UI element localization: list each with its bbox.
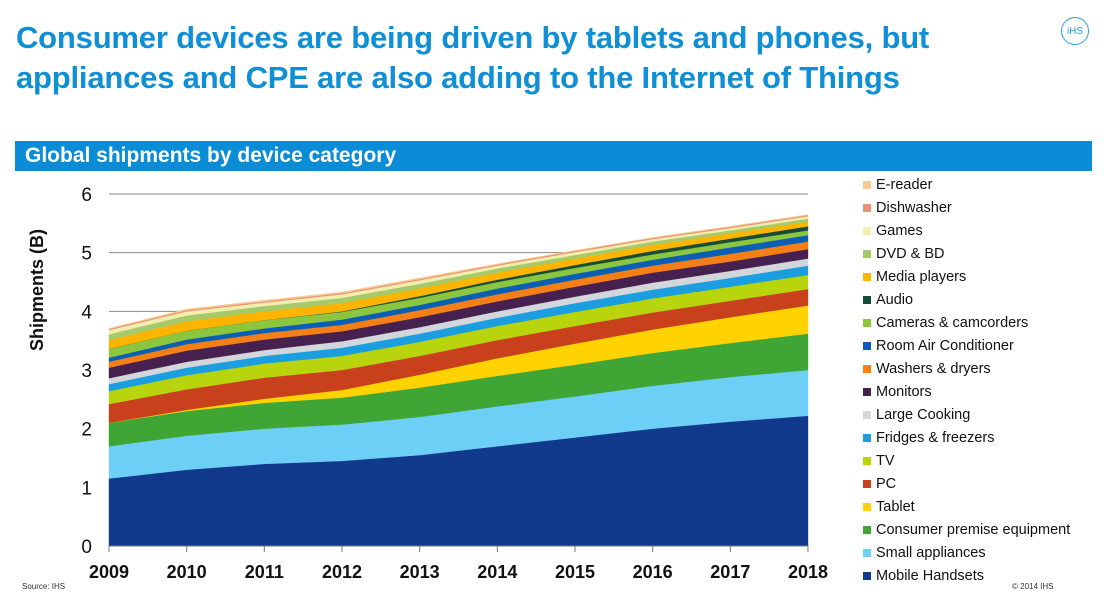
legend-label: Dishwasher xyxy=(876,199,952,216)
legend-swatch-icon xyxy=(863,203,871,212)
legend-label: Large Cooking xyxy=(876,406,971,423)
legend-swatch-icon xyxy=(863,410,871,419)
legend-item: Dishwasher xyxy=(863,196,1070,219)
legend-swatch-icon xyxy=(863,456,871,465)
x-tick-label: 2018 xyxy=(788,562,828,582)
x-tick-label: 2009 xyxy=(89,562,129,582)
source-note: Source: IHS xyxy=(22,582,66,591)
y-tick-label: 0 xyxy=(81,537,92,558)
legend-label: PC xyxy=(876,475,897,492)
legend-label: E-reader xyxy=(876,176,933,193)
x-tick-label: 2012 xyxy=(322,562,362,582)
legend-swatch-icon xyxy=(863,341,871,350)
legend-item: Mobile Handsets xyxy=(863,564,1070,587)
x-tick-label: 2010 xyxy=(167,562,207,582)
stacked-area-chart: 0 1 2 3 4 5 6 2009 2010 2011 2012 2013 2014 2015 2016 2… xyxy=(27,185,828,582)
legend-swatch-icon xyxy=(863,295,871,304)
y-tick-label: 3 xyxy=(81,361,92,382)
legend-swatch-icon xyxy=(863,525,871,534)
legend-swatch-icon xyxy=(863,571,871,580)
legend-label: Audio xyxy=(876,291,914,308)
legend-item: DVD & BD xyxy=(863,242,1070,265)
legend-swatch-icon xyxy=(863,249,871,258)
legend-item: Small appliances xyxy=(863,541,1070,564)
y-tick-label: 4 xyxy=(81,302,92,323)
legend-swatch-icon xyxy=(863,502,871,511)
legend-swatch-icon xyxy=(863,180,871,189)
legend-item: Room Air Conditioner xyxy=(863,334,1070,357)
legend-swatch-icon xyxy=(863,272,871,281)
area-series xyxy=(108,214,809,547)
y-tick-label: 1 xyxy=(81,478,92,499)
x-tick-label: 2014 xyxy=(477,562,517,582)
legend-swatch-icon xyxy=(863,387,871,396)
legend-label: Monitors xyxy=(876,383,932,400)
x-tick-label: 2017 xyxy=(710,562,750,582)
legend-item: Audio xyxy=(863,288,1070,311)
legend-label: TV xyxy=(876,452,895,469)
legend-item: Media players xyxy=(863,265,1070,288)
legend-swatch-icon xyxy=(863,548,871,557)
x-tick-label: 2016 xyxy=(633,562,673,582)
y-tick-label: 6 xyxy=(81,185,92,206)
legend-item: Cameras & camcorders xyxy=(863,311,1070,334)
legend-label: Fridges & freezers xyxy=(876,429,995,446)
legend-swatch-icon xyxy=(863,364,871,373)
legend-item: Consumer premise equipment xyxy=(863,518,1070,541)
ihs-logo-icon: iHS xyxy=(1061,17,1089,45)
legend-item: Monitors xyxy=(863,380,1070,403)
legend-item: Tablet xyxy=(863,495,1070,518)
y-tick-label: 2 xyxy=(81,420,92,441)
chart-header-bar: Global shipments by device category xyxy=(15,141,1092,171)
legend-item: Fridges & freezers xyxy=(863,426,1070,449)
x-tick-label: 2013 xyxy=(400,562,440,582)
chart-legend: E-reader Dishwasher Games DVD & BD Media pla… xyxy=(863,173,1070,587)
legend-label: Room Air Conditioner xyxy=(876,337,1014,354)
axes: 0 1 2 3 4 5 6 2009 2010 2011 2012 2013 2014 2015 2016 2… xyxy=(81,185,828,582)
legend-label: DVD & BD xyxy=(876,245,945,262)
legend-label: Tablet xyxy=(876,498,915,515)
legend-label: Small appliances xyxy=(876,544,986,561)
legend-label: Mobile Handsets xyxy=(876,567,984,584)
area-e-reader xyxy=(108,214,809,330)
legend-label: Washers & dryers xyxy=(876,360,991,377)
y-axis-label: Shipments (B) xyxy=(27,229,47,351)
legend-label: Cameras & camcorders xyxy=(876,314,1029,331)
x-tick-label: 2011 xyxy=(245,562,284,582)
legend-item: PC xyxy=(863,472,1070,495)
x-tick-label: 2015 xyxy=(555,562,595,582)
y-tick-label: 5 xyxy=(81,244,92,265)
copyright-note: © 2014 IHS xyxy=(1012,582,1054,591)
chart-title: Global shipments by device category xyxy=(25,144,397,167)
legend-item: Washers & dryers xyxy=(863,357,1070,380)
page-title: Consumer devices are being driven by tab… xyxy=(16,20,930,95)
legend-item: Large Cooking xyxy=(863,403,1070,426)
legend-item: Games xyxy=(863,219,1070,242)
legend-item: TV xyxy=(863,449,1070,472)
legend-swatch-icon xyxy=(863,433,871,442)
legend-label: Consumer premise equipment xyxy=(876,521,1071,538)
legend-label: Media players xyxy=(876,268,967,285)
legend-swatch-icon xyxy=(863,226,871,235)
legend-label: Games xyxy=(876,222,923,239)
legend-item: E-reader xyxy=(863,173,1070,196)
legend-swatch-icon xyxy=(863,318,871,327)
legend-swatch-icon xyxy=(863,479,871,488)
